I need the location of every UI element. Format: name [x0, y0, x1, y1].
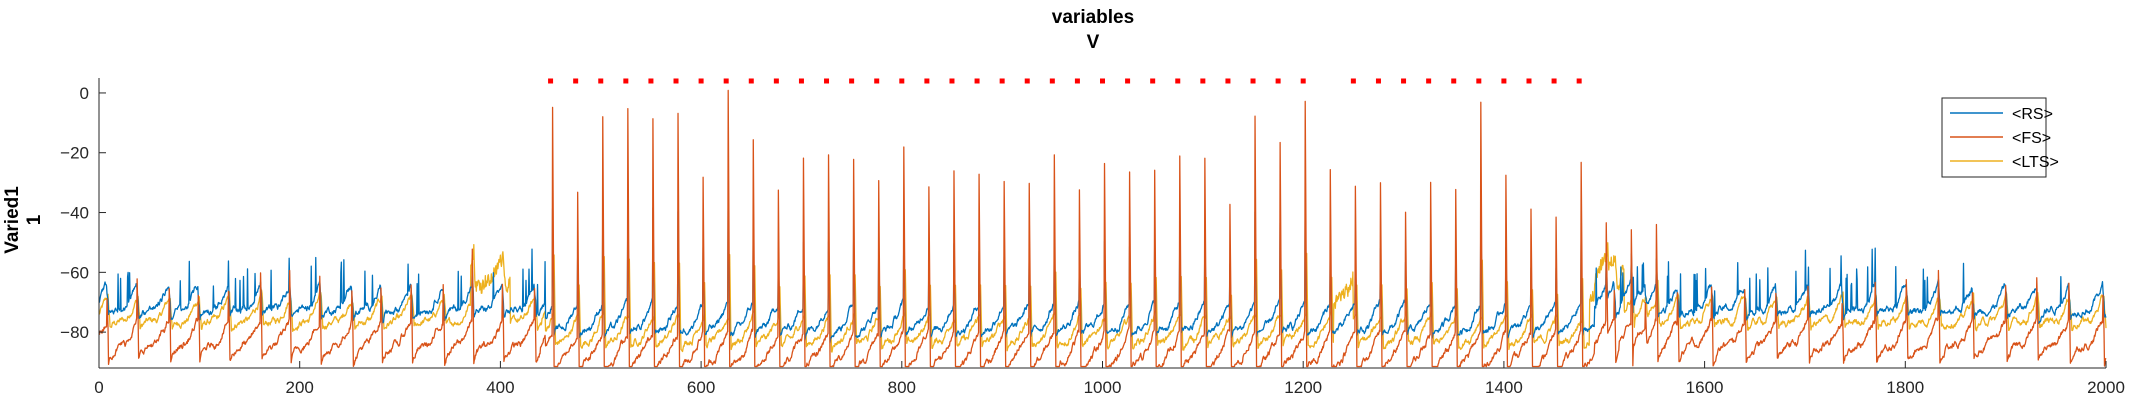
series-layer: [98, 89, 2107, 368]
pulse-marker: [1401, 78, 1407, 84]
pulse-marker-layer: [548, 78, 1582, 84]
pulse-marker: [1476, 78, 1482, 84]
chart-subtitle: V: [1087, 32, 1100, 53]
y-axis-label-line-1: Varied1: [2, 186, 23, 254]
legend: <RS> <FS> <LTS>: [1941, 97, 2059, 178]
pulse-marker: [548, 78, 554, 84]
pulse-marker: [824, 78, 830, 84]
chart-title: variables: [1052, 7, 1134, 28]
y-tick-label: −60: [60, 263, 89, 282]
pulse-marker: [999, 78, 1005, 84]
pulse-marker: [598, 78, 604, 84]
series-line-lts: [98, 242, 2107, 353]
pulse-marker: [698, 78, 704, 84]
x-tick-label: 1400: [1485, 378, 1523, 397]
pulse-marker: [623, 78, 629, 84]
axes: 0 200 400 600 800 1000 1200 1400 1600 1800 2000 0 −2…: [60, 78, 2125, 397]
pulse-marker: [673, 78, 679, 84]
pulse-marker: [723, 78, 729, 84]
x-tick-label: 1600: [1686, 378, 1724, 397]
legend-label-lts: <LTS>: [2012, 154, 2059, 171]
x-tick-label: 2000: [2087, 378, 2125, 397]
pulse-marker: [1526, 78, 1532, 84]
y-tick-label: −40: [60, 204, 89, 223]
pulse-marker: [1100, 78, 1105, 84]
x-tick-label: 0: [94, 378, 103, 397]
pulse-marker: [1350, 78, 1356, 84]
pulse-marker: [1300, 78, 1306, 84]
series-line-rs: [98, 198, 2107, 344]
pulse-marker: [1049, 78, 1055, 84]
legend-label-fs: <FS>: [2012, 130, 2051, 147]
pulse-marker: [849, 78, 855, 84]
y-axis-label-line-2: 1: [24, 214, 45, 225]
pulse-marker: [1426, 78, 1432, 84]
pulse-marker: [573, 78, 579, 84]
pulse-marker: [874, 78, 880, 84]
pulse-marker: [1125, 78, 1131, 84]
pulse-marker: [1451, 78, 1457, 84]
x-tick-label: 800: [888, 378, 916, 397]
plot-area: [98, 78, 2107, 368]
pulse-marker: [949, 78, 955, 84]
pulse-marker: [924, 78, 930, 84]
pulse-marker: [773, 78, 779, 84]
pulse-marker: [1250, 78, 1256, 84]
pulse-marker: [899, 78, 905, 84]
pulse-marker: [1225, 78, 1231, 84]
pulse-marker: [1175, 78, 1181, 84]
pulse-marker: [1150, 78, 1156, 84]
pulse-marker: [1275, 78, 1281, 84]
pulse-marker: [1501, 78, 1507, 84]
pulse-marker: [1576, 78, 1582, 84]
x-tick-label: 1800: [1886, 378, 1924, 397]
x-tick-label: 1000: [1084, 378, 1122, 397]
pulse-marker: [648, 78, 654, 84]
pulse-marker: [974, 78, 980, 84]
y-tick-label: −80: [60, 323, 89, 342]
y-tick-label: 0: [80, 84, 89, 103]
x-tick-label: 200: [286, 378, 314, 397]
x-tick-label: 1200: [1284, 378, 1322, 397]
pulse-marker: [1200, 78, 1206, 84]
x-tick-label: 600: [687, 378, 715, 397]
pulse-marker: [1024, 78, 1030, 84]
y-axis-label: Varied1 1: [2, 186, 45, 254]
pulse-marker: [1375, 78, 1381, 84]
pulse-marker: [798, 78, 804, 84]
y-tick-label: −20: [60, 144, 89, 163]
series-line-fs: [98, 89, 2107, 368]
x-tick-label: 400: [486, 378, 514, 397]
pulse-marker: [748, 78, 754, 84]
pulse-marker: [1074, 78, 1080, 84]
legend-label-rs: <RS>: [2012, 106, 2053, 123]
pulse-marker: [1551, 78, 1557, 84]
